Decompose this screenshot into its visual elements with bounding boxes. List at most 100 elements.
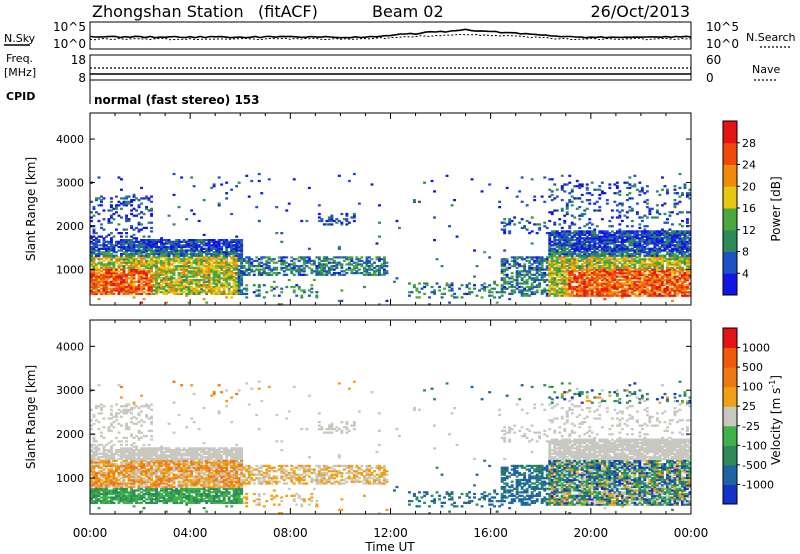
- power-cell: [418, 296, 421, 299]
- power-cell: [686, 240, 689, 243]
- power-cell: [132, 273, 136, 276]
- power-cell: [638, 256, 642, 259]
- power-cell: [160, 261, 163, 264]
- power-cell: [683, 251, 687, 254]
- power-cell: [105, 247, 108, 250]
- power-cell: [192, 247, 196, 250]
- power-cell: [628, 266, 632, 270]
- power-cell: [633, 183, 637, 186]
- power-cell: [230, 247, 234, 250]
- power-cell: [570, 280, 574, 283]
- power-cell: [122, 270, 126, 273]
- power-cell: [155, 270, 158, 273]
- power-cell: [643, 230, 647, 233]
- power-cell: [520, 176, 524, 179]
- power-cell: [650, 252, 654, 256]
- power-cell: [635, 237, 639, 240]
- power-cell: [513, 289, 517, 292]
- power-cell: [598, 287, 602, 290]
- power-cell: [222, 282, 226, 285]
- power-cell: [227, 273, 231, 276]
- power-cell: [383, 268, 386, 271]
- power-cell: [600, 261, 604, 264]
- power-cell: [618, 245, 622, 249]
- power-cell: [620, 278, 624, 282]
- power-cell: [165, 284, 168, 287]
- power-cell: [210, 245, 214, 249]
- power-cell: [225, 192, 229, 195]
- power-cell: [105, 235, 108, 238]
- power-cell: [90, 272, 93, 275]
- power-cell: [555, 265, 559, 268]
- power-cell: [215, 272, 219, 275]
- power-cell: [117, 265, 121, 268]
- power-cell: [473, 287, 476, 290]
- power-cell: [132, 280, 136, 283]
- power-cell: [588, 218, 592, 221]
- power-cell: [230, 270, 234, 273]
- power-cell: [117, 258, 121, 261]
- power-cell: [127, 259, 131, 263]
- power-cell: [330, 218, 334, 221]
- power-cell: [130, 239, 133, 242]
- power-cell: [152, 284, 156, 287]
- power-cell: [613, 292, 617, 296]
- power-cell: [553, 270, 557, 273]
- velocity-cell: [90, 500, 93, 503]
- power-cell: [598, 188, 602, 191]
- power-cell: [580, 285, 584, 289]
- power-cell: [563, 275, 567, 278]
- power-cell: [215, 292, 219, 296]
- power-cell: [661, 245, 664, 249]
- power-cell: [640, 249, 644, 252]
- power-cell: [230, 292, 234, 296]
- power-cell: [300, 258, 304, 261]
- power-cell: [92, 249, 96, 252]
- power-cell: [197, 254, 201, 257]
- power-cell: [202, 278, 206, 282]
- power-cell: [523, 225, 527, 228]
- power-cell: [570, 292, 574, 296]
- power-cell: [628, 294, 632, 297]
- power-cell: [600, 181, 604, 184]
- power-cell: [350, 268, 354, 271]
- power-cell: [645, 216, 649, 219]
- power-cell: [553, 277, 557, 280]
- power-cell: [645, 239, 649, 242]
- power-cell: [570, 252, 574, 256]
- power-cell: [365, 256, 369, 259]
- power-cell: [650, 261, 654, 264]
- power-cell: [95, 252, 98, 256]
- power-cell: [635, 268, 639, 271]
- power-cell: [232, 266, 236, 270]
- power-cell: [565, 265, 569, 268]
- velocity-cell: [90, 424, 93, 427]
- power-cell: [210, 266, 214, 270]
- power-cell: [593, 235, 597, 238]
- power-cell: [352, 172, 356, 176]
- power-cell: [473, 284, 476, 287]
- power-cell: [450, 204, 454, 207]
- power-cell: [177, 254, 181, 257]
- power-cell: [302, 256, 306, 259]
- power-cell: [115, 270, 118, 273]
- power-cell: [540, 259, 544, 263]
- power-cell: [580, 266, 584, 270]
- power-cell: [247, 266, 251, 270]
- power-cell: [322, 270, 326, 273]
- power-colorbar-tick-label: 28: [742, 137, 756, 150]
- power-cell: [100, 195, 103, 198]
- power-cell: [661, 287, 664, 290]
- power-cell: [598, 277, 602, 280]
- power-cell: [210, 291, 214, 294]
- power-cell: [142, 268, 146, 271]
- power-cell: [135, 258, 138, 261]
- power-cell: [555, 261, 559, 264]
- power-cell: [280, 256, 284, 259]
- power-cell: [593, 209, 597, 212]
- power-cell: [661, 230, 664, 233]
- power-cell: [317, 256, 321, 259]
- power-cell: [583, 244, 587, 247]
- power-cell: [227, 268, 231, 271]
- power-cell: [510, 280, 514, 283]
